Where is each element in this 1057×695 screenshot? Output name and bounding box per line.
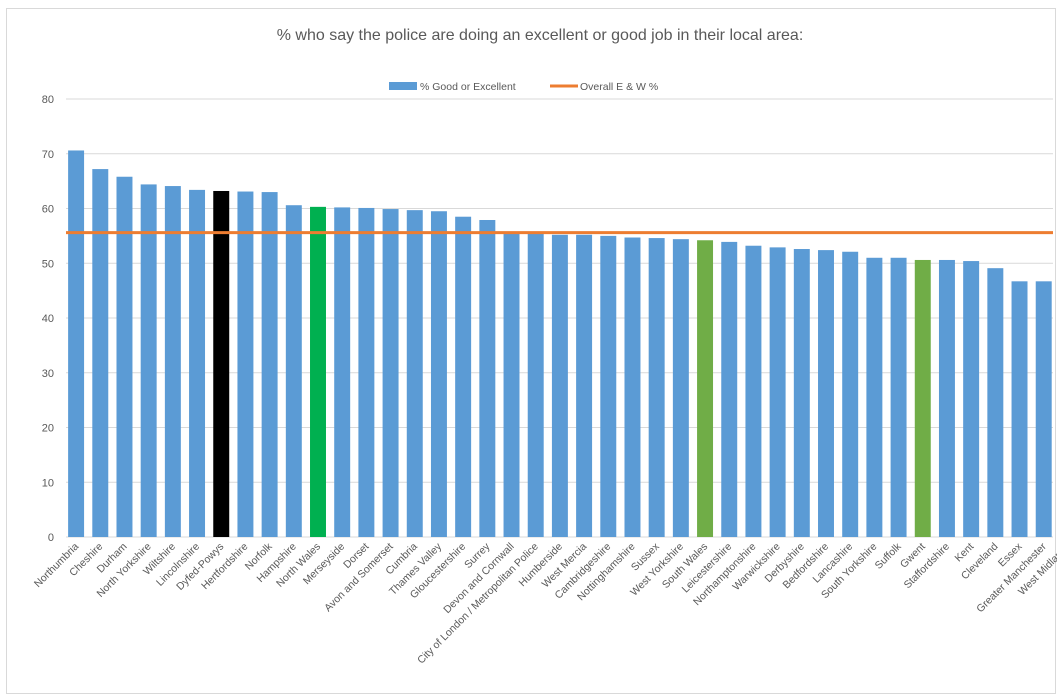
bar [672, 239, 689, 537]
bar [793, 249, 810, 537]
bar [624, 237, 641, 537]
bar [479, 219, 496, 537]
bar [963, 261, 980, 537]
legend-bar-swatch [389, 82, 417, 90]
bar [261, 192, 278, 537]
bar [164, 186, 181, 538]
bar [551, 234, 568, 537]
bars [68, 150, 1052, 538]
bar [1035, 281, 1052, 537]
x-tick-label: Suffolk [873, 540, 905, 572]
bar [890, 257, 907, 537]
bar [455, 216, 472, 537]
legend-line-label: Overall E & W % [580, 81, 658, 93]
bar [721, 241, 738, 537]
y-tick-label: 60 [42, 204, 54, 216]
bar [938, 259, 955, 537]
y-tick-label: 0 [48, 532, 54, 544]
bar [116, 176, 133, 537]
bar [406, 210, 423, 537]
bar [1011, 281, 1028, 537]
bar [866, 257, 883, 537]
y-tick-label: 10 [42, 477, 54, 489]
y-tick-label: 40 [42, 313, 54, 325]
bar [140, 184, 157, 537]
bar [600, 235, 617, 537]
bar [430, 211, 447, 538]
legend-bar-label: % Good or Excellent [420, 81, 516, 93]
bar [842, 251, 859, 537]
bar [697, 240, 714, 537]
y-tick-label: 30 [42, 368, 54, 380]
bar [769, 247, 786, 537]
bar [745, 245, 762, 538]
legend: % Good or Excellent Overall E & W % [389, 81, 658, 93]
bar [987, 268, 1004, 537]
bar [334, 207, 351, 537]
bar [189, 189, 206, 537]
bar [914, 259, 931, 537]
bar [310, 206, 326, 538]
bar [68, 150, 85, 537]
bar [92, 169, 109, 537]
bar [818, 250, 834, 538]
y-tick-label: 80 [42, 94, 54, 106]
y-tick-label: 50 [42, 258, 54, 270]
bar [358, 207, 375, 537]
bar [576, 234, 593, 537]
bar [213, 190, 230, 538]
bar [648, 238, 665, 537]
chart-title: % who say the police are doing an excell… [277, 27, 804, 44]
y-tick-label: 20 [42, 423, 54, 435]
y-tick-label: 70 [42, 149, 54, 161]
bar [285, 205, 302, 537]
bar [503, 232, 520, 537]
bar [527, 233, 544, 537]
bar [237, 191, 254, 537]
y-axis-ticks: 0 10 20 30 40 50 60 70 80 [42, 94, 54, 544]
bar [382, 209, 399, 538]
